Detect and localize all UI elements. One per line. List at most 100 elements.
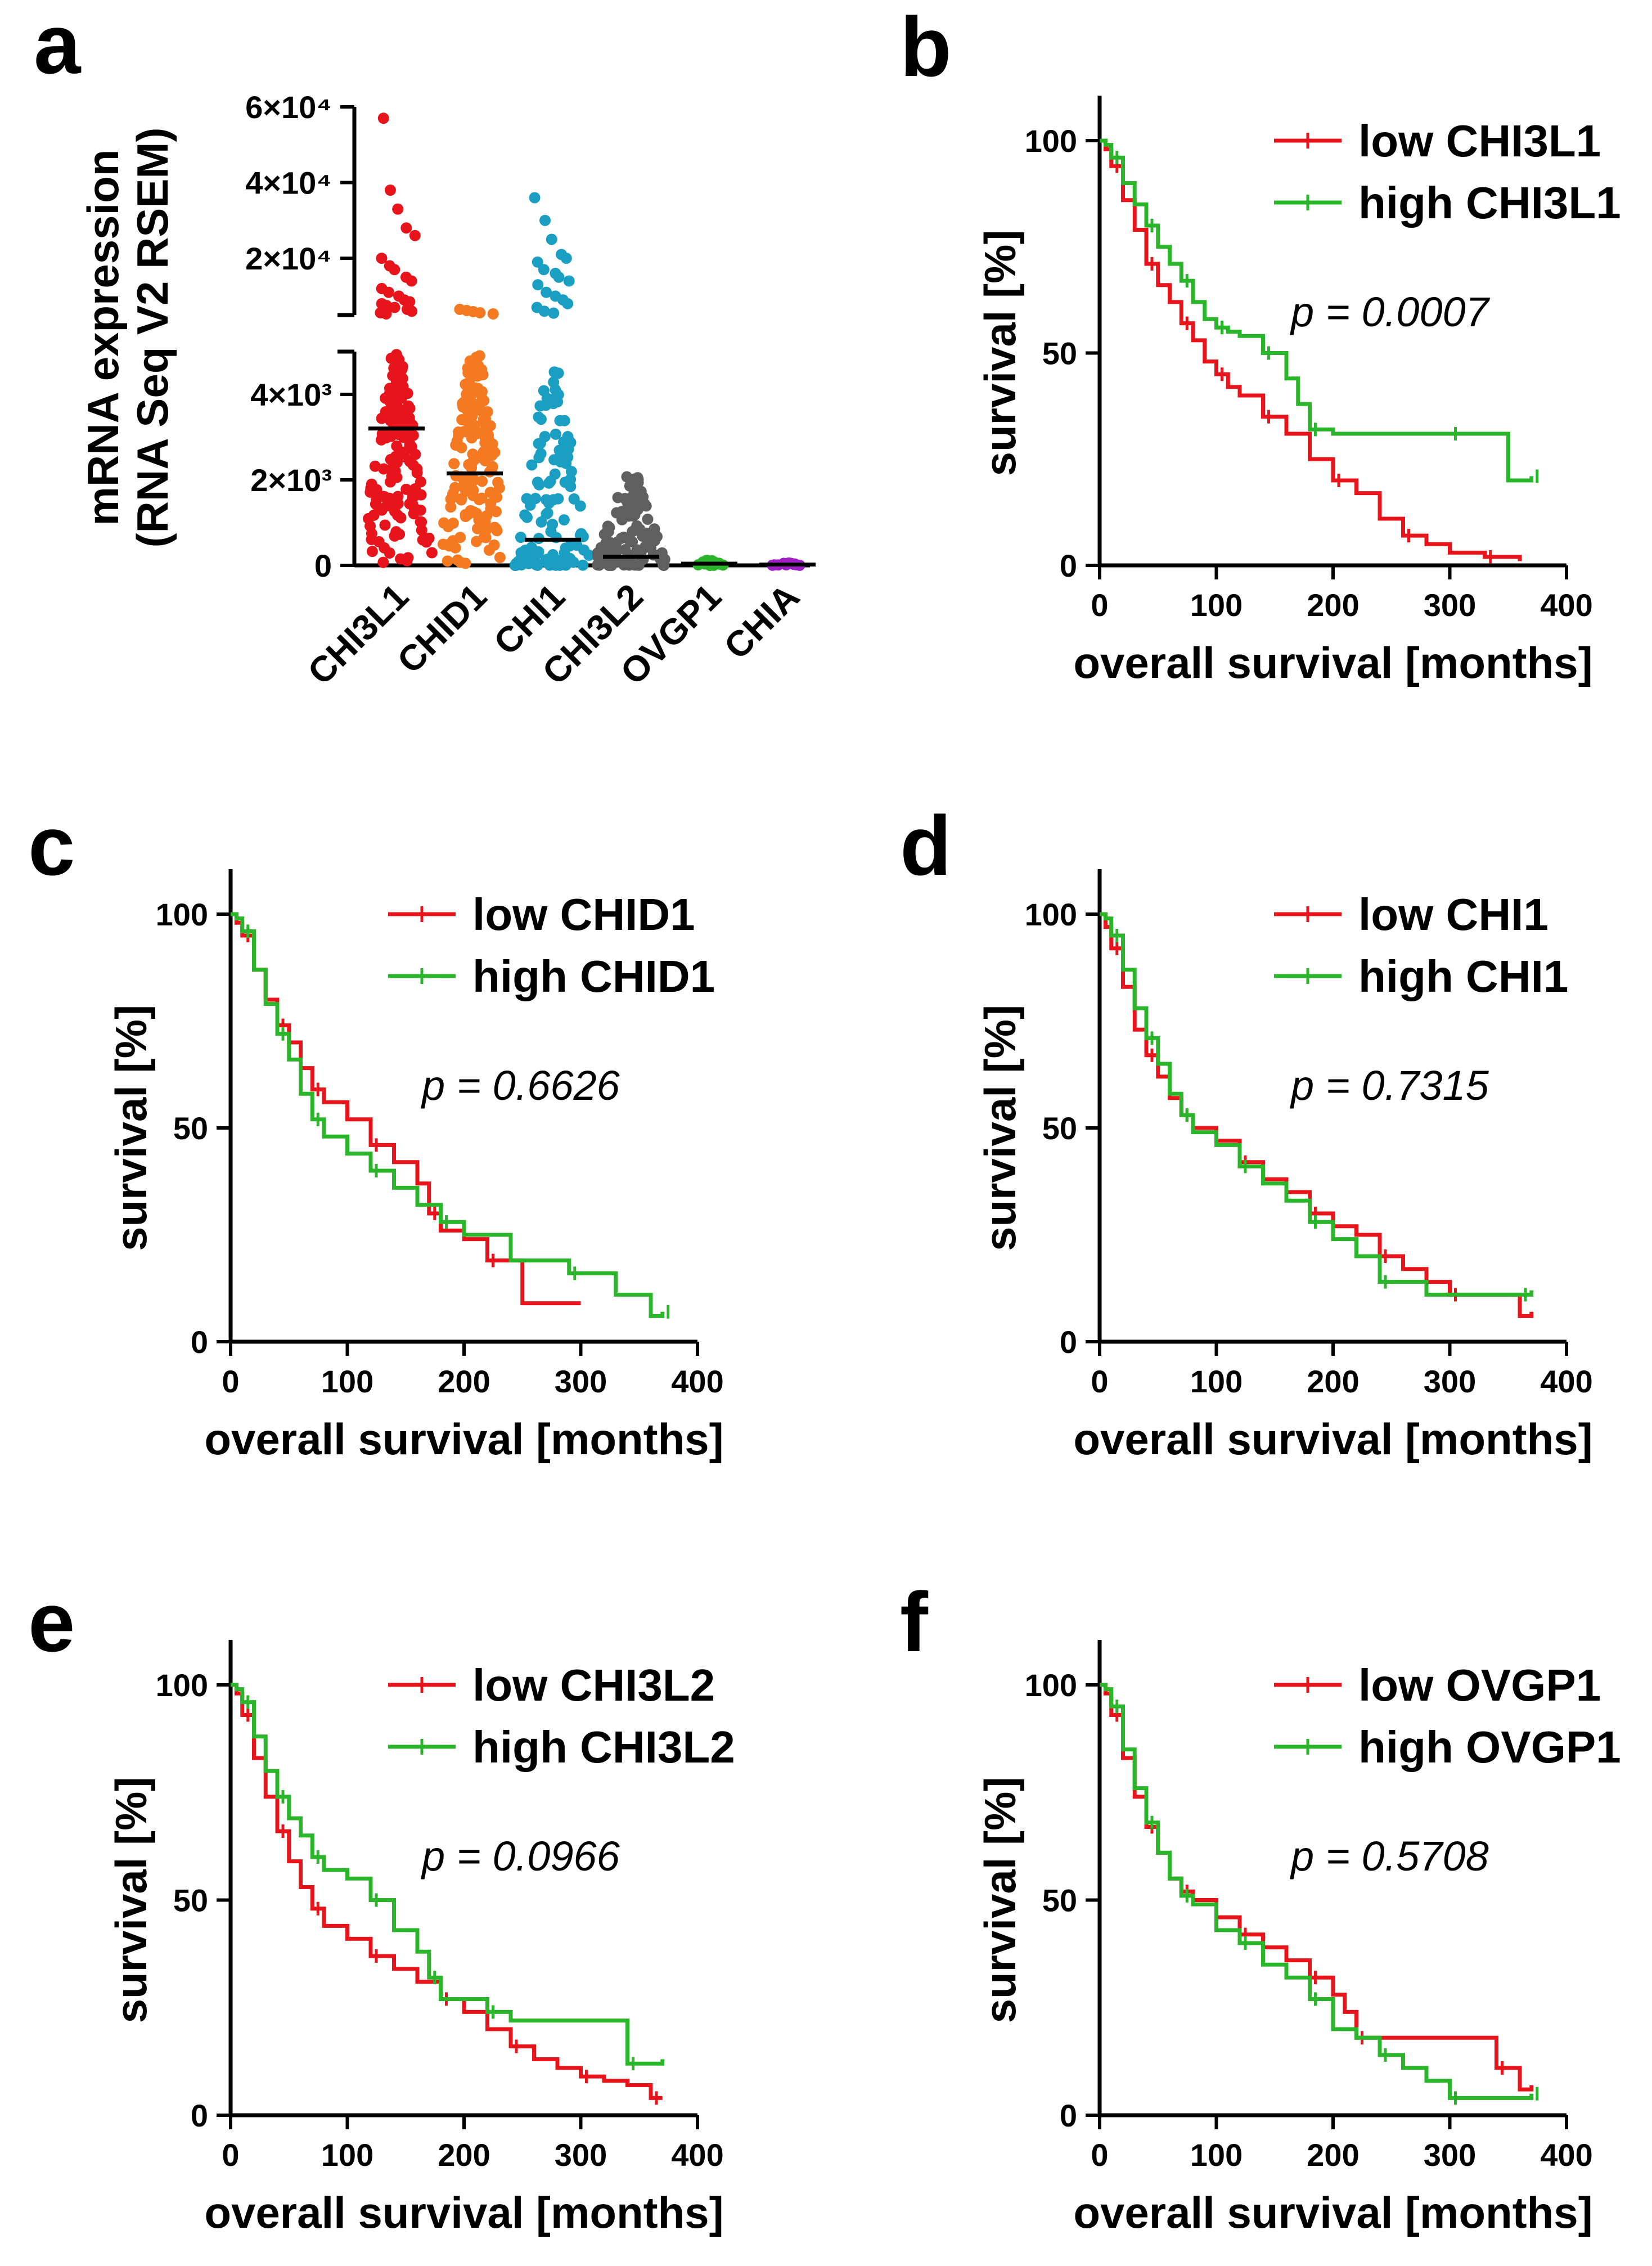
data-point-CHI3L1	[363, 512, 375, 524]
data-point-CHI3L1	[407, 498, 418, 510]
x-tick-label-b-4: 400	[1540, 587, 1592, 623]
x-tick-label-b-0: 0	[1091, 587, 1108, 623]
data-point-CHI3L2	[642, 514, 654, 525]
y-tick-label-d-0: 0	[1060, 1324, 1077, 1360]
data-point-CHI1	[574, 500, 586, 512]
data-point-CHI3L2	[602, 520, 614, 532]
p-value-f: p = 0.5708	[1290, 1833, 1489, 1880]
x-tick-label-c-2: 200	[438, 1364, 490, 1399]
panel-label-c: c	[28, 798, 75, 893]
data-point-CHID1	[490, 506, 502, 518]
data-point-CHI1	[554, 559, 566, 571]
data-point-CHI1	[577, 559, 589, 571]
data-point-CHI3L1	[389, 302, 400, 313]
data-point-CHID1	[471, 399, 483, 411]
y-tick-label-e-2: 100	[156, 1667, 208, 1703]
data-point-CHID1	[465, 358, 477, 370]
x-tick-label-d-3: 300	[1424, 1364, 1476, 1399]
data-point-CHID1	[448, 458, 460, 470]
x-tick-label-f-0: 0	[1091, 2137, 1108, 2173]
data-point-CHI3L1	[411, 467, 423, 479]
data-point-CHID1	[442, 555, 453, 567]
x-tick-label-b-3: 300	[1424, 587, 1476, 623]
data-point-CHI1	[532, 279, 544, 291]
x-tick-label-f-4: 400	[1540, 2137, 1592, 2173]
x-tick-label-d-2: 200	[1307, 1364, 1359, 1399]
data-point-CHID1	[462, 414, 474, 426]
data-point-CHI3L1	[382, 405, 394, 417]
x-tick-label-c-3: 300	[555, 1364, 607, 1399]
y-tick-label-b-1: 50	[1042, 336, 1077, 371]
x-tick-label-e-0: 0	[222, 2137, 239, 2173]
data-point-CHI3L1	[392, 203, 404, 215]
data-point-CHI1	[533, 438, 544, 449]
x-tick-label-d-0: 0	[1091, 1364, 1108, 1399]
data-point-CHI3L2	[634, 525, 646, 537]
x-axis-label-e: overall survival [months]	[204, 2188, 723, 2237]
data-point-CHID1	[478, 446, 489, 458]
legend-label-d-0: low CHI1	[1358, 889, 1549, 939]
data-point-CHI3L1	[392, 491, 404, 502]
data-point-CHI3L1	[409, 230, 421, 241]
survival-curve-d-1	[1100, 912, 1534, 1297]
data-point-CHI3L2	[593, 559, 605, 571]
panel-label-b: b	[900, 0, 952, 94]
y-tick-label-c-0: 0	[191, 1324, 208, 1360]
data-point-CHID1	[456, 442, 467, 453]
data-point-CHI3L1	[397, 406, 408, 417]
data-point-CHI3L1	[377, 113, 389, 124]
data-point-CHID1	[460, 509, 471, 521]
panel-label-a: a	[34, 0, 82, 91]
y-tick-label-upper-2: 6×10⁴	[245, 89, 332, 125]
data-point-CHI1	[563, 275, 575, 287]
data-point-CHI3L2	[619, 559, 631, 570]
data-point-CHI3L1	[415, 504, 426, 516]
survival-curve-b-0	[1100, 138, 1522, 561]
data-point-CHID1	[479, 516, 491, 528]
data-point-CHI1	[558, 514, 570, 526]
data-point-CHI3L1	[389, 465, 401, 477]
data-point-CHID1	[461, 379, 473, 390]
y-tick-label-d-2: 100	[1025, 897, 1077, 932]
data-point-CHI3L1	[398, 451, 410, 462]
data-point-CHID1	[456, 494, 467, 506]
data-point-CHID1	[445, 501, 457, 513]
data-point-CHI3L2	[606, 559, 618, 571]
y-tick-label-e-1: 50	[173, 1883, 208, 1918]
legend-label-f-0: low OVGP1	[1358, 1660, 1601, 1710]
data-point-CHID1	[494, 551, 506, 563]
y-tick-label-b-0: 0	[1060, 548, 1077, 583]
data-point-CHI1	[535, 516, 547, 528]
legend-label-e-1: high CHI3L2	[472, 1722, 735, 1772]
data-point-CHID1	[465, 475, 477, 487]
data-point-CHID1	[467, 370, 479, 382]
y-tick-label-f-0: 0	[1060, 2098, 1077, 2133]
panel-label-d: d	[900, 798, 952, 893]
legend-label-f-1: high OVGP1	[1358, 1722, 1621, 1772]
legend-label-d-1: high CHI1	[1358, 951, 1568, 1001]
legend-label-c-1: high CHID1	[472, 951, 715, 1001]
data-point-CHI3L1	[377, 556, 389, 568]
y-tick-label-c-2: 100	[156, 897, 208, 932]
data-point-CHI1	[533, 546, 544, 558]
x-tick-label-f-2: 200	[1307, 2137, 1359, 2173]
data-point-CHI3L2	[645, 537, 656, 548]
data-point-CHI1	[530, 493, 542, 505]
data-point-CHID1	[463, 458, 475, 470]
data-point-CHI1	[550, 428, 561, 440]
x-axis-label-b: overall survival [months]	[1073, 638, 1592, 687]
data-point-CHID1	[464, 388, 476, 400]
category-label-CHIA: CHIA	[716, 576, 807, 667]
data-point-CHI3L1	[406, 441, 417, 453]
y-tick-label-e-0: 0	[191, 2098, 208, 2133]
data-point-CHI3L1	[406, 305, 418, 317]
data-point-CHI3L1	[423, 532, 435, 544]
data-point-CHI1	[548, 307, 560, 319]
y-tick-label-f-2: 100	[1025, 1667, 1077, 1703]
data-point-CHI1	[562, 298, 574, 309]
data-point-CHI1	[553, 444, 565, 456]
data-point-CHI3L1	[416, 516, 427, 528]
x-tick-label-d-4: 400	[1540, 1364, 1592, 1399]
data-point-CHI1	[521, 511, 533, 523]
